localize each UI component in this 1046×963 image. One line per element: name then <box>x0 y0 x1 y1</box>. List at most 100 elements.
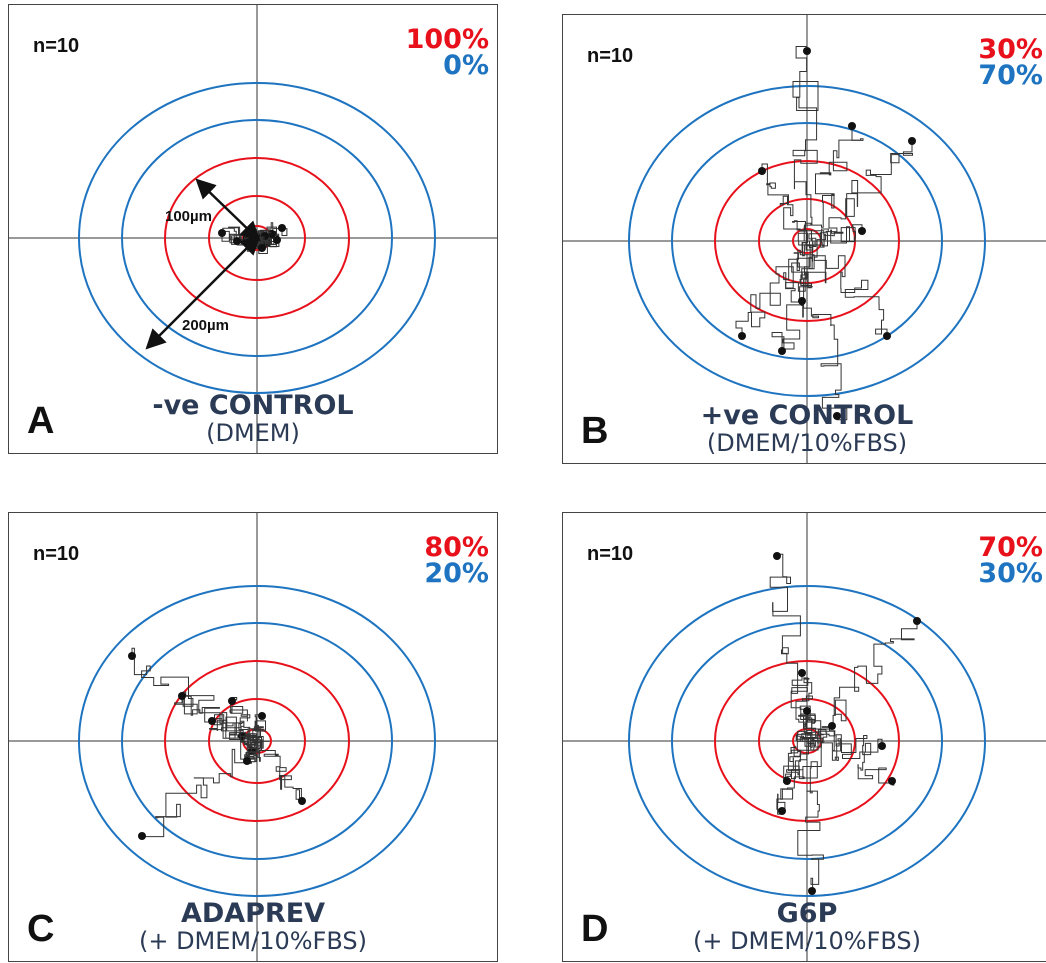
cell-track <box>798 126 864 246</box>
panel-title-b: +ve CONTROL <box>700 400 914 431</box>
blue-ring-2 <box>628 585 986 897</box>
cell-endpoint <box>138 832 146 840</box>
panel-subtitle-a: (DMEM) <box>206 419 300 447</box>
cell-endpoint <box>128 652 136 660</box>
cell-track <box>252 714 266 748</box>
cell-endpoint <box>808 887 816 895</box>
blue-percentage-c: 20% <box>424 558 489 589</box>
blue-ring-2 <box>628 85 986 397</box>
cell-track <box>253 740 303 801</box>
cell-endpoint <box>258 244 266 252</box>
cell-track <box>799 705 816 742</box>
blue-percentage-a: 0% <box>443 50 489 81</box>
cell-track <box>735 232 809 336</box>
panel-b: n=10 30% 70% B +ve CONTROL (DMEM/10%FBS) <box>562 14 1046 464</box>
cell-endpoint <box>298 797 306 805</box>
cell-endpoint <box>833 412 841 420</box>
blue-ring-2 <box>78 82 436 394</box>
n-label-c: n=10 <box>33 543 80 565</box>
plot-d <box>563 513 1046 961</box>
cell-track <box>807 737 895 786</box>
panel-a: 100µm 200µm n=10 100% 0% A -ve CONTROL (D… <box>8 4 498 454</box>
red-ring-2 <box>208 698 306 784</box>
cell-endpoint <box>798 669 806 677</box>
panel-subtitle-b: (DMEM/10%FBS) <box>706 429 908 457</box>
panel-letter-d: D <box>581 908 609 950</box>
panel-letter-b: B <box>581 410 609 452</box>
red-ring-3 <box>714 160 900 322</box>
cell-endpoint <box>798 297 806 305</box>
scale-arrow-200 <box>145 234 261 350</box>
cell-track <box>761 163 815 247</box>
cell-track <box>807 141 913 242</box>
cell-endpoint <box>783 777 791 785</box>
red-ring-3 <box>714 660 900 822</box>
cell-track <box>803 240 848 421</box>
cell-endpoint <box>773 552 781 560</box>
cell-endpoint <box>208 717 216 725</box>
cell-endpoint <box>273 236 281 244</box>
n-label-b: n=10 <box>587 45 634 67</box>
cell-track <box>791 673 816 742</box>
cell-endpoint <box>228 697 236 705</box>
panel-title-a: -ve CONTROL <box>152 390 354 421</box>
cell-endpoint <box>878 742 886 750</box>
cell-endpoint <box>858 227 866 235</box>
cell-endpoint <box>803 47 811 55</box>
panel-letter-a: A <box>27 400 55 442</box>
panel-d: n=10 70% 30% D G6P (+ DMEM/10%FBS) <box>562 512 1046 962</box>
cell-endpoint <box>848 122 856 130</box>
cell-track <box>244 736 264 764</box>
scale-label-100: 100µm <box>165 208 212 225</box>
red-ring-3 <box>164 660 350 822</box>
panel-c: n=10 80% 20% C ADAPREV (+ DMEM/10%FBS) <box>8 512 498 962</box>
n-label-d: n=10 <box>587 543 634 565</box>
red-percentage-a: 100% <box>405 24 489 55</box>
cell-endpoint <box>278 224 286 232</box>
red-percentage-c: 80% <box>424 532 489 563</box>
blue-ring-1 <box>121 622 393 860</box>
cell-endpoint <box>908 137 916 145</box>
red-percentage-b: 30% <box>978 34 1043 65</box>
n-label-a: n=10 <box>33 35 80 57</box>
cell-endpoint <box>233 237 241 245</box>
cell-track <box>797 240 815 306</box>
blue-percentage-b: 70% <box>978 60 1043 91</box>
cell-endpoint <box>888 777 896 785</box>
cell-endpoint <box>258 712 266 720</box>
red-percentage-d: 70% <box>978 532 1043 563</box>
blue-ring-1 <box>671 622 943 860</box>
cell-endpoint <box>758 167 766 175</box>
panel-subtitle-d: (+ DMEM/10%FBS) <box>692 927 922 955</box>
panel-title-c: ADAPREV <box>180 898 326 929</box>
plot-a: 100µm 200µm <box>9 5 497 453</box>
blue-ring-2 <box>78 585 436 897</box>
cell-endpoint <box>803 707 811 715</box>
cell-endpoint <box>178 692 186 700</box>
scale-arrow-100 <box>195 178 261 242</box>
blue-ring-1 <box>121 119 393 357</box>
cell-track <box>131 647 257 752</box>
cell-track <box>796 740 824 894</box>
cell-endpoint <box>243 757 251 765</box>
cell-track <box>792 46 819 242</box>
cell-endpoint <box>268 230 276 238</box>
cell-endpoint <box>778 347 786 355</box>
cell-track <box>807 722 836 747</box>
cell-endpoint <box>913 617 921 625</box>
blue-percentage-d: 30% <box>978 558 1043 589</box>
plot-b <box>563 15 1046 463</box>
cell-endpoint <box>738 332 746 340</box>
scale-label-200: 200µm <box>182 317 229 334</box>
plot-c <box>9 513 497 961</box>
cell-endpoint <box>218 229 226 237</box>
cell-track <box>769 553 817 742</box>
panel-subtitle-c: (+ DMEM/10%FBS) <box>138 927 368 955</box>
cell-endpoint <box>828 722 836 730</box>
panel-title-d: G6P <box>776 898 838 929</box>
cell-track <box>807 224 863 248</box>
blue-ring-1 <box>671 122 943 360</box>
cell-endpoint <box>778 807 786 815</box>
panel-letter-c: C <box>27 908 55 950</box>
cell-endpoint <box>883 332 891 340</box>
